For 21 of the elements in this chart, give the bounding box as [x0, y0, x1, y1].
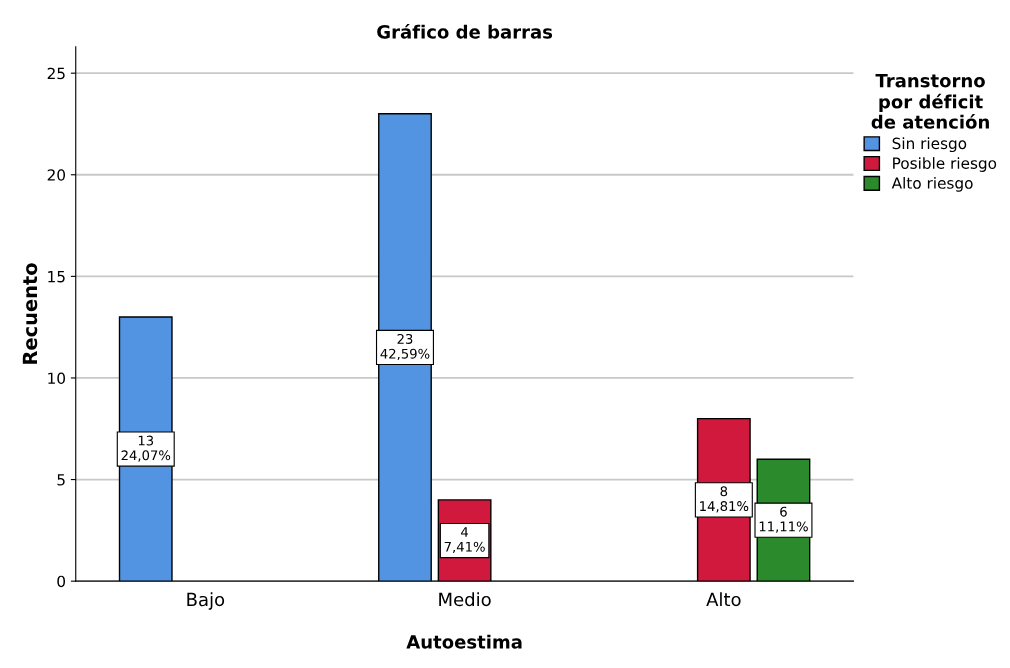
chart-title: Gráfico de barras	[377, 23, 553, 39]
legend-label: Posible riesgo	[893, 157, 997, 172]
data-label: 13 24,07%	[121, 435, 171, 462]
y-tick-label: 15	[48, 271, 65, 283]
y-axis-title: Recuento	[22, 263, 38, 364]
data-label: 23 42,59%	[380, 333, 430, 361]
legend-label: Sin riesgo	[892, 137, 967, 153]
data-label: 8 14,81%	[700, 486, 749, 513]
x-tick-label: Bajo	[187, 592, 225, 610]
x-tick-label: Alto	[706, 592, 741, 607]
y-tick-label: 25	[47, 67, 65, 80]
x-tick-label: Medio	[439, 592, 491, 607]
y-tick-label: 5	[57, 474, 65, 486]
legend-title: Transtorno por déficit de atención	[871, 74, 989, 129]
y-tick-label: 10	[48, 372, 66, 384]
legend-label: Alto riesgo	[891, 176, 973, 192]
data-label: 4 7,41%	[444, 527, 485, 554]
y-tick-label: 20	[47, 169, 66, 181]
y-tick-label: 0	[57, 575, 66, 588]
data-label: 6 11,11%	[759, 506, 808, 533]
x-axis-title: Autoestima	[406, 634, 522, 649]
